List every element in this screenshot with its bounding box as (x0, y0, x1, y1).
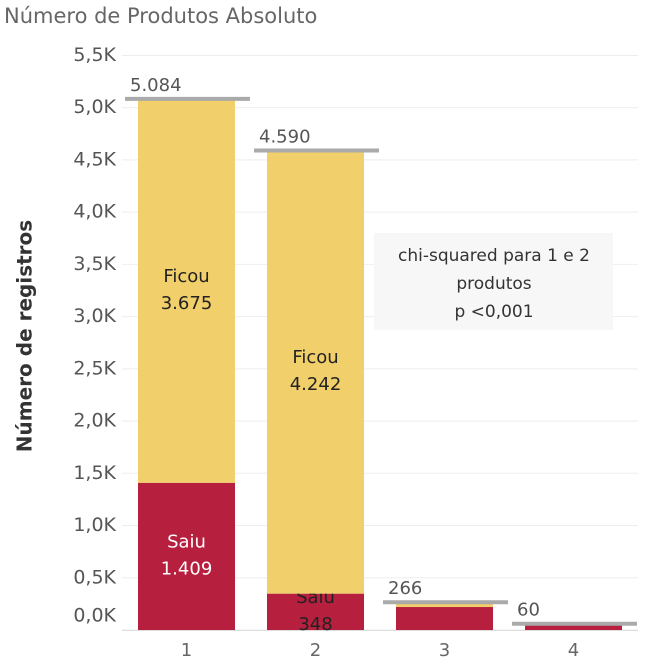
y-tick-label: 5,0K (73, 96, 116, 118)
segment-value: 348 (298, 614, 332, 635)
bar-segment (267, 150, 364, 594)
y-tick-label: 3,0K (73, 305, 116, 327)
bar-segment (267, 593, 364, 630)
bar-segment (396, 607, 493, 630)
segment-name: Saiu (167, 531, 206, 552)
y-tick-label: 1,5K (73, 462, 116, 484)
total-label: 5.084 (130, 75, 182, 96)
bar-segment (138, 98, 235, 483)
segment-name: Ficou (292, 347, 338, 368)
y-tick-label: 5,5K (73, 44, 116, 66)
y-tick-label: 0,0K (73, 605, 116, 627)
annotation-text: chi-squared para 1 e 2 (398, 246, 590, 266)
chart-title: Número de Produtos Absoluto (4, 4, 317, 28)
bar-segment (138, 482, 235, 630)
y-axis-label: Número de registros (13, 220, 37, 452)
segment-value: 3.675 (161, 293, 213, 314)
total-label: 266 (388, 578, 422, 599)
total-label: 60 (517, 600, 540, 621)
x-tick-label: 4 (568, 640, 579, 661)
y-tick-label: 4,0K (73, 201, 116, 223)
annotation-text: produtos (456, 274, 531, 294)
y-tick-label: 2,0K (73, 410, 116, 432)
annotation-box (374, 233, 613, 330)
y-tick-label: 4,5K (73, 148, 116, 170)
x-tick-label: 2 (310, 640, 321, 661)
x-tick-label: 3 (439, 640, 450, 661)
segment-value: 4.242 (290, 374, 342, 395)
y-tick-label: 1,0K (73, 514, 116, 536)
y-tick-label: 3,5K (73, 253, 116, 275)
bar-segment (525, 623, 622, 630)
y-tick-label: 2,5K (73, 357, 116, 379)
x-tick-label: 1 (181, 640, 192, 661)
segment-name: Ficou (163, 266, 209, 287)
bar-segment (396, 602, 493, 608)
total-label: 4.590 (259, 127, 311, 148)
y-tick-label: 0,5K (73, 566, 116, 588)
annotation-text: p <0,001 (454, 302, 533, 322)
segment-value: 1.409 (161, 558, 213, 579)
